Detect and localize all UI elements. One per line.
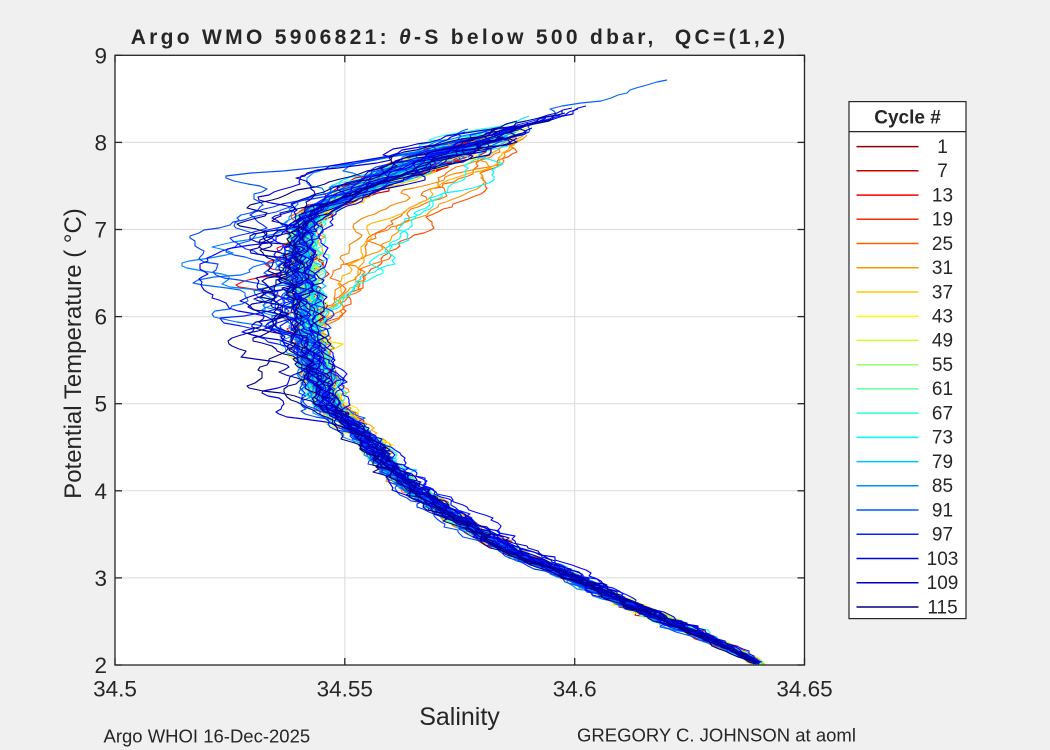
svg-text:73: 73	[932, 428, 953, 449]
svg-text:61: 61	[932, 379, 953, 400]
svg-text:Argo WMO 5906821: θ-S below 50: Argo WMO 5906821: θ-S below 500 dbar, QC…	[131, 26, 789, 49]
svg-text:Argo WHOI 16-Dec-2025: Argo WHOI 16-Dec-2025	[104, 725, 311, 746]
svg-text:6: 6	[94, 305, 107, 330]
svg-text:67: 67	[932, 403, 953, 424]
svg-text:34.5: 34.5	[93, 677, 137, 702]
svg-text:19: 19	[932, 210, 953, 231]
svg-text:Cycle #: Cycle #	[874, 108, 941, 129]
svg-text:7: 7	[94, 218, 107, 243]
svg-text:8: 8	[94, 130, 107, 155]
svg-text:13: 13	[932, 185, 953, 206]
svg-text:91: 91	[932, 500, 953, 521]
svg-text:115: 115	[927, 597, 957, 618]
svg-text:34.6: 34.6	[553, 677, 597, 702]
svg-text:103: 103	[927, 549, 959, 570]
svg-text:4: 4	[94, 479, 107, 504]
svg-text:55: 55	[932, 355, 953, 376]
svg-text:GREGORY C. JOHNSON at aoml: GREGORY C. JOHNSON at aoml	[577, 725, 856, 746]
svg-text:1: 1	[937, 137, 948, 158]
svg-text:31: 31	[932, 258, 953, 279]
svg-text:3: 3	[94, 566, 107, 591]
svg-text:109: 109	[927, 573, 959, 594]
svg-text:7: 7	[937, 161, 948, 182]
svg-text:49: 49	[932, 331, 953, 352]
svg-text:5: 5	[94, 392, 107, 417]
svg-text:9: 9	[94, 43, 107, 68]
svg-text:85: 85	[932, 476, 953, 497]
svg-text:43: 43	[932, 307, 953, 328]
svg-text:2: 2	[94, 653, 107, 678]
svg-text:37: 37	[932, 282, 953, 303]
svg-text:Salinity: Salinity	[419, 703, 500, 731]
svg-text:Potential Temperature ( °C): Potential Temperature ( °C)	[60, 208, 87, 499]
svg-text:97: 97	[932, 525, 953, 546]
svg-text:34.65: 34.65	[776, 677, 832, 702]
svg-text:34.55: 34.55	[317, 677, 373, 702]
svg-text:25: 25	[932, 234, 953, 255]
svg-text:79: 79	[932, 452, 953, 473]
